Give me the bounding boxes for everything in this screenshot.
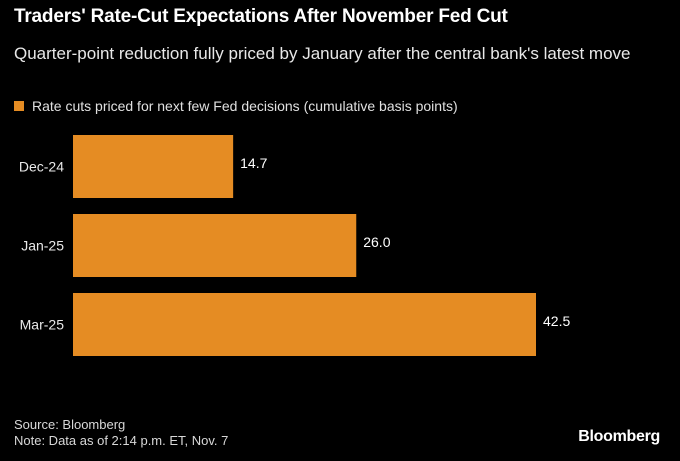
legend-label: Rate cuts priced for next few Fed decisi… [32, 98, 458, 114]
category-label: Mar-25 [20, 317, 65, 333]
category-label: Dec-24 [19, 159, 64, 175]
value-label: 42.5 [543, 313, 570, 329]
chart-subtitle: Quarter-point reduction fully priced by … [14, 44, 631, 63]
category-label: Jan-25 [21, 238, 64, 254]
bar-mar-25 [73, 293, 536, 356]
value-label: 14.7 [240, 155, 267, 171]
bar-jan-25 [73, 214, 357, 277]
chart-legend: Rate cuts priced for next few Fed decisi… [14, 98, 458, 114]
data-note: Note: Data as of 2:14 p.m. ET, Nov. 7 [14, 433, 229, 448]
source-note: Source: Bloomberg [14, 417, 126, 432]
bloomberg-logo: Bloomberg [578, 428, 660, 445]
legend-swatch [14, 101, 24, 111]
value-label: 26.0 [363, 234, 390, 250]
bar-dec-24 [73, 135, 234, 198]
chart-footer: Source: Bloomberg Note: Data as of 2:14 … [14, 417, 228, 449]
chart-title: Traders' Rate-Cut Expectations After Nov… [14, 6, 508, 27]
